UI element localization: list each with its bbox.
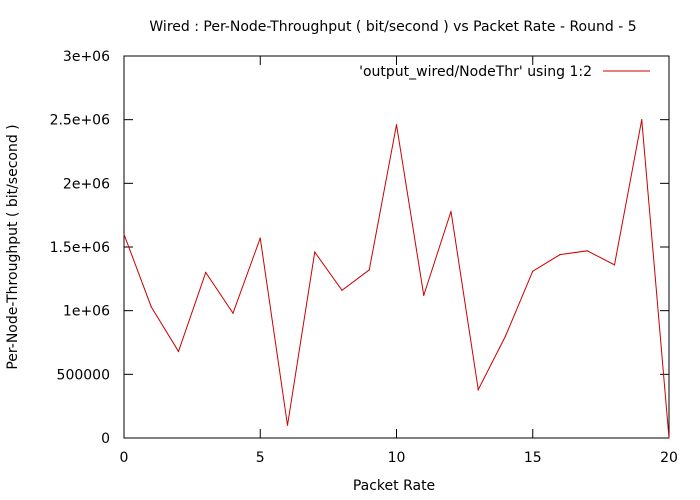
y-axis-label: Per-Node-Throughput ( bit/second ) xyxy=(5,124,21,369)
data-point xyxy=(668,437,670,439)
y-tick-label: 1e+06 xyxy=(63,304,110,320)
data-point xyxy=(150,306,152,308)
x-tick-label: 15 xyxy=(524,450,542,466)
data-point xyxy=(423,294,425,296)
y-tick-label: 0 xyxy=(101,431,110,447)
data-point xyxy=(559,254,561,256)
data-point xyxy=(613,264,616,266)
y-tick-label: 3e+06 xyxy=(63,49,110,65)
data-point xyxy=(395,124,398,126)
series-line xyxy=(123,119,670,439)
x-axis: 0 5 10 15 20 xyxy=(120,56,678,466)
x-tick-label: 20 xyxy=(660,450,678,466)
data-point xyxy=(477,389,479,391)
data-point xyxy=(286,424,289,426)
data-point xyxy=(232,312,234,314)
y-tick-label: 2.5e+06 xyxy=(50,113,111,129)
x-tick-label: 0 xyxy=(120,450,129,466)
data-point xyxy=(450,210,452,212)
data-point xyxy=(368,269,370,271)
x-tick-label: 10 xyxy=(388,450,406,466)
data-point xyxy=(177,350,180,353)
y-axis: 0 500000 1e+06 1.5e+06 2e+06 2.5e+06 3e+06 xyxy=(50,49,669,447)
chart-title: Wired : Per-Node-Throughput ( bit/second… xyxy=(149,19,636,35)
data-point xyxy=(314,251,316,253)
data-point xyxy=(532,270,534,272)
legend-label: 'output_wired/NodeThr' using 1:2 xyxy=(359,64,592,80)
data-point xyxy=(504,335,507,337)
y-tick-label: 2e+06 xyxy=(63,176,110,192)
plot-frame xyxy=(123,55,670,439)
data-point xyxy=(586,250,588,252)
series-layer xyxy=(123,119,670,439)
data-point xyxy=(205,271,207,274)
legend: 'output_wired/NodeThr' using 1:2 xyxy=(359,64,650,80)
data-point xyxy=(641,119,643,121)
data-point xyxy=(341,289,343,291)
y-tick-label: 1.5e+06 xyxy=(50,240,111,256)
data-point xyxy=(123,233,125,235)
y-tick-label: 500000 xyxy=(57,367,110,383)
data-point xyxy=(259,237,261,239)
x-tick-label: 5 xyxy=(256,450,265,466)
x-axis-label: Packet Rate xyxy=(353,478,435,494)
